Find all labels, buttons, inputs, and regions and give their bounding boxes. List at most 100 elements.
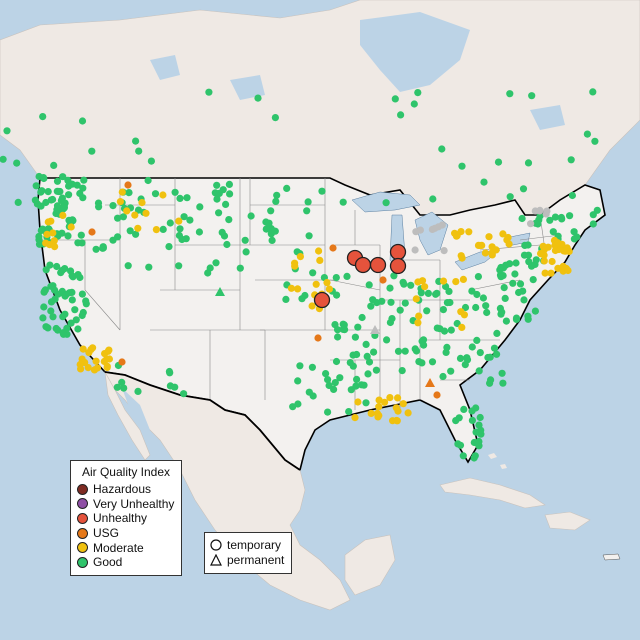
station-marker [519, 185, 528, 193]
legend-item-permanent: permanent [210, 553, 286, 568]
station-marker [393, 416, 401, 425]
station-marker [457, 228, 465, 236]
legend-item-moderate: Moderate [77, 540, 175, 555]
station-marker [283, 184, 291, 192]
station-marker [418, 277, 427, 285]
station-marker [67, 319, 75, 327]
station-marker [114, 214, 122, 222]
station-marker [509, 279, 517, 287]
station-marker [452, 278, 460, 286]
station-marker [481, 249, 489, 257]
station-marker [47, 307, 55, 315]
legend-item-usg: USG [77, 526, 175, 541]
station-marker [476, 241, 484, 250]
station-marker [351, 414, 359, 422]
station-marker [465, 228, 473, 236]
station-marker [500, 284, 508, 292]
puerto-rico [602, 553, 621, 561]
station-marker [242, 248, 250, 256]
station-marker [324, 408, 332, 416]
station-marker [59, 330, 68, 338]
station-marker [459, 275, 467, 283]
station-marker [225, 216, 233, 224]
station-marker [440, 327, 449, 335]
station-marker [77, 365, 85, 373]
station-marker [312, 280, 320, 288]
station-marker [159, 225, 167, 233]
station-marker [360, 381, 368, 389]
station-marker [591, 137, 599, 145]
station-marker [49, 229, 57, 237]
station-marker [410, 100, 418, 108]
station-marker [99, 243, 107, 251]
station-marker [442, 282, 450, 291]
station-marker [105, 355, 113, 363]
station-marker [394, 394, 402, 402]
station-marker [456, 354, 465, 362]
station-marker [212, 259, 220, 267]
station-marker [92, 245, 100, 253]
station-marker [291, 262, 299, 270]
station-marker [39, 314, 47, 322]
station-marker [411, 246, 419, 254]
station-marker [53, 202, 62, 210]
station-marker [428, 225, 436, 233]
station-marker [218, 228, 226, 236]
station-marker [265, 219, 273, 227]
station-marker [42, 266, 50, 274]
station-marker [429, 195, 437, 203]
station-marker [40, 303, 48, 311]
station-marker [490, 344, 499, 352]
station-marker [84, 364, 92, 372]
station-marker [53, 262, 61, 271]
station-marker [433, 324, 441, 332]
station-marker [498, 369, 506, 377]
station-marker [78, 311, 86, 320]
station-marker [528, 92, 536, 100]
station-marker-permanent [215, 287, 225, 296]
station-marker [13, 159, 21, 167]
station-marker [196, 203, 204, 211]
station-marker [304, 198, 312, 206]
station-marker [65, 289, 74, 297]
station-marker [461, 361, 469, 369]
station-marker [367, 409, 375, 417]
station-marker [471, 452, 479, 460]
station-marker [323, 279, 331, 287]
station-marker [226, 190, 234, 198]
station-marker [363, 352, 371, 360]
station-marker [213, 181, 221, 189]
station-marker [486, 353, 494, 361]
station-marker-unhealthy [313, 291, 331, 309]
station-marker [308, 363, 316, 371]
station-marker [397, 111, 405, 119]
station-marker [116, 198, 124, 206]
station-marker [322, 370, 330, 378]
station-marker [176, 225, 184, 233]
station-marker [433, 289, 441, 297]
station-marker [58, 229, 66, 237]
station-marker [74, 239, 82, 247]
station-marker [118, 188, 126, 196]
station-marker [440, 247, 448, 255]
station-marker [32, 182, 40, 190]
station-marker [294, 285, 302, 293]
station-marker [339, 325, 347, 333]
station-marker [213, 195, 221, 203]
station-marker [332, 357, 341, 366]
station-marker [152, 226, 160, 234]
station-marker [180, 213, 188, 221]
station-marker [309, 269, 317, 277]
station-marker [349, 362, 357, 370]
station-marker [518, 214, 526, 223]
station-marker [308, 302, 316, 310]
station-marker [528, 262, 536, 270]
station-marker [458, 323, 466, 331]
station-marker [353, 350, 361, 359]
station-marker [520, 251, 529, 259]
station-marker [483, 308, 491, 317]
station-marker [73, 181, 81, 189]
station-marker [82, 297, 90, 305]
station-marker [354, 398, 362, 406]
station-marker [334, 326, 342, 334]
